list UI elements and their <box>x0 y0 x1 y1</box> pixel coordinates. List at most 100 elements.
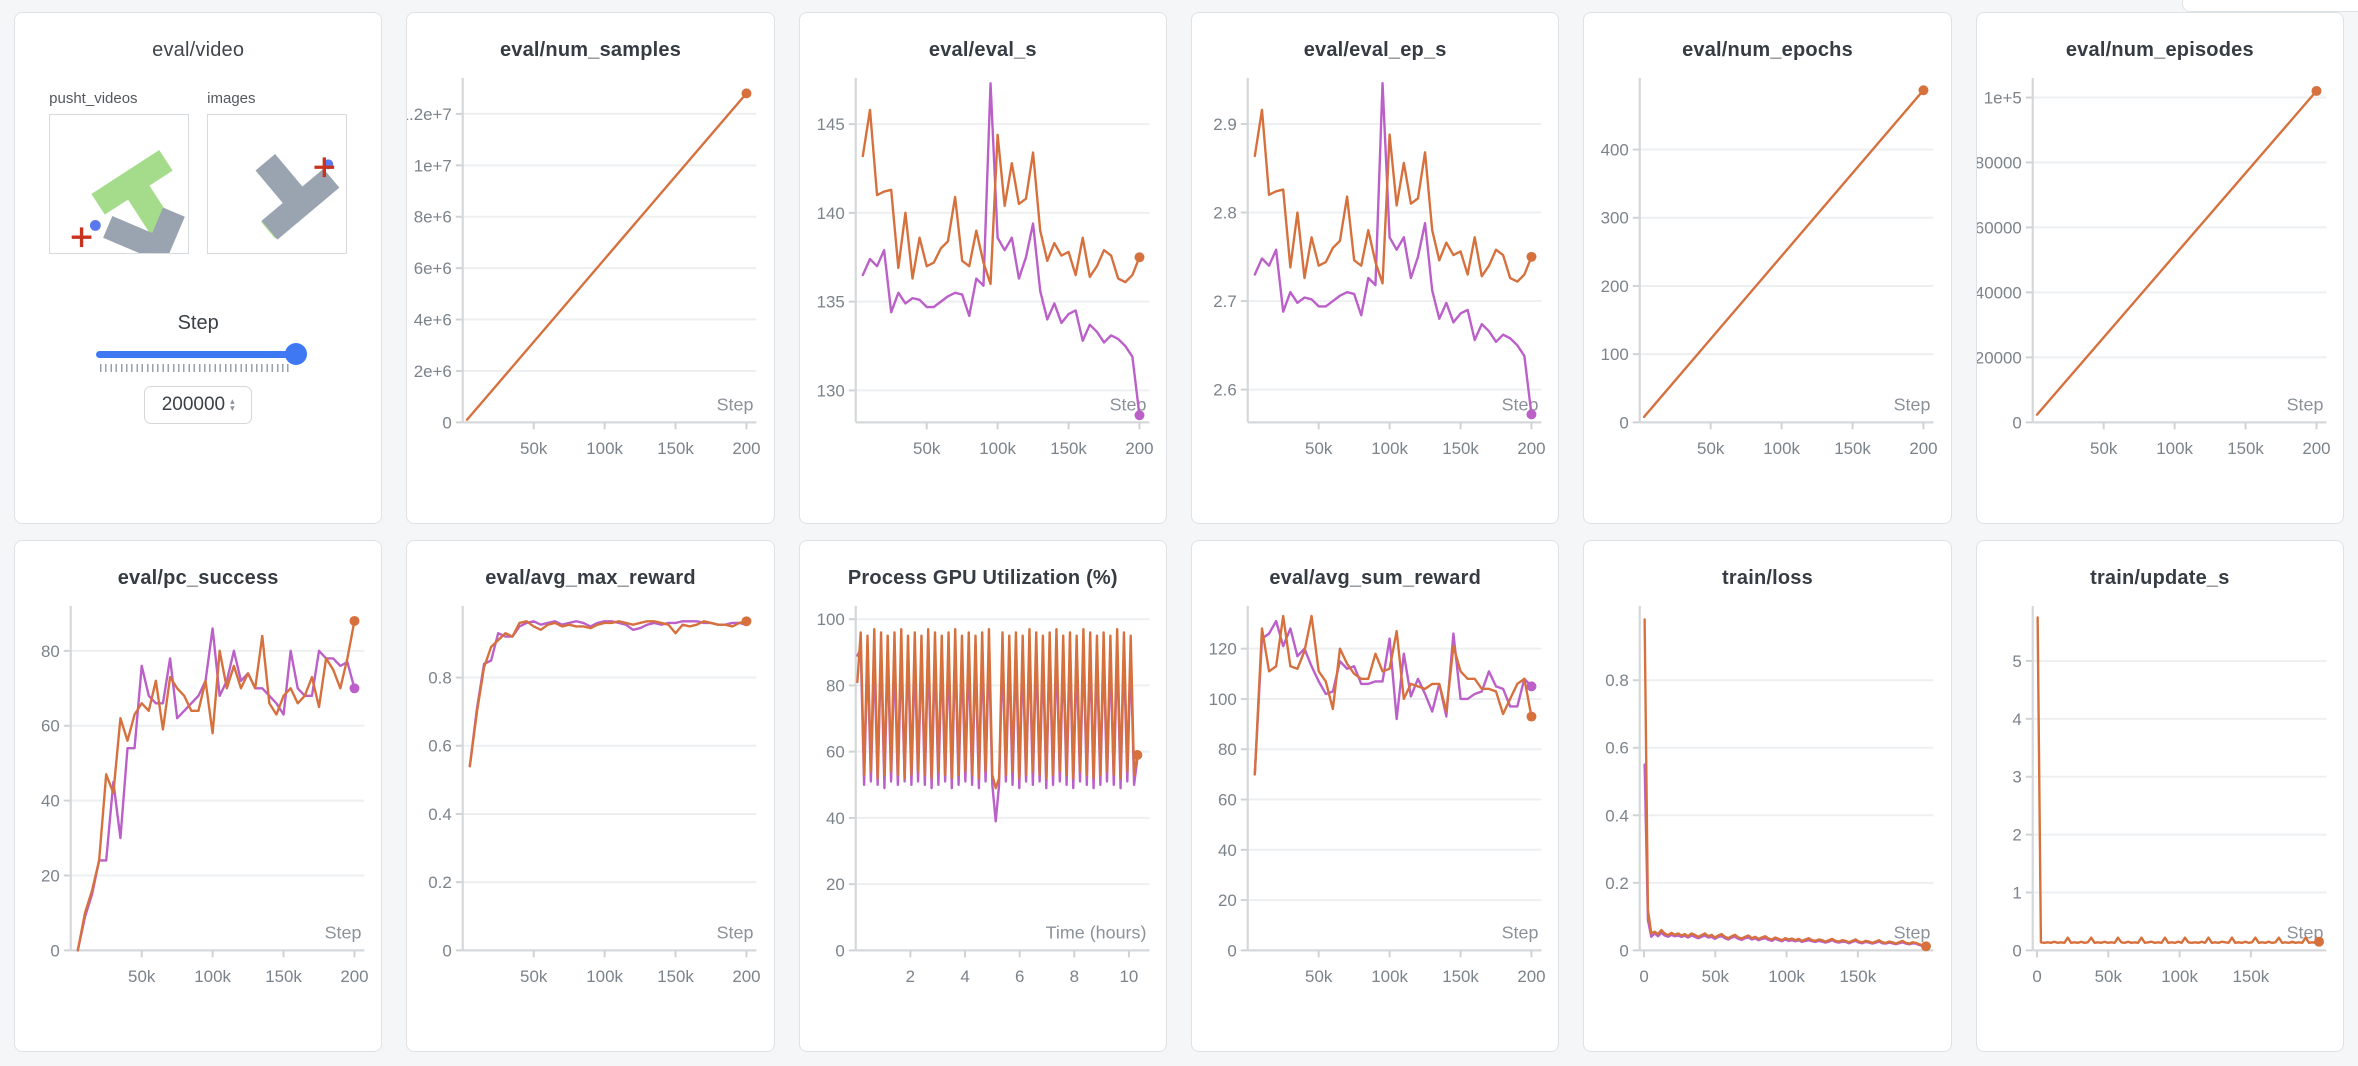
y-tick-label: 3 <box>2012 768 2021 787</box>
y-tick-label: 20000 <box>1977 348 2022 367</box>
series-line-run-purple <box>1253 619 1533 776</box>
chart-title: eval/avg_sum_reward <box>1269 567 1482 589</box>
y-tick-label: 0 <box>835 941 844 960</box>
chart-panel-eval-eval-s[interactable]: eval/eval_s 130 135 140 145 50k 100k 150k 200 Ste… <box>798 12 1167 524</box>
chart-panel-eval-avg-sum-reward[interactable]: eval/avg_sum_reward 0 20 40 60 80 100 120 50k 100… <box>1191 540 1560 1052</box>
x-tick-label: 100k <box>587 967 624 986</box>
x-tick-label: 200 <box>340 967 368 986</box>
chart-panel-process-gpu-utilization-[interactable]: Process GPU Utilization (%) 0 20 40 60 80 100 2… <box>798 540 1167 1052</box>
y-tick-label: 100 <box>1601 345 1629 364</box>
spinner-down-icon[interactable]: ▾ <box>230 403 235 413</box>
spinner-up-icon[interactable]: ▴ <box>230 396 235 406</box>
chart-panel-train-loss[interactable]: train/loss 0 0.2 0.4 0.6 0.8 0 50k 100k 150k Step <box>1583 540 1952 1052</box>
chart-canvas: 0 0.2 0.4 0.6 0.8 0 50k 100k 150k Step <box>1606 605 1934 986</box>
x-tick-label: 100k <box>1371 967 1408 986</box>
y-tick-label: 0.4 <box>429 805 453 824</box>
x-axis-label: Step <box>717 922 754 942</box>
series-line-run-orange <box>1643 618 1928 948</box>
y-tick-label: 0 <box>1620 413 1629 432</box>
images-label: images <box>207 90 256 107</box>
chart-canvas: 0 2e+6 4e+6 6e+6 8e+6 1e+7 1.2e+7 50k 100k 150k 20… <box>407 77 761 458</box>
y-tick-label: 300 <box>1601 209 1629 228</box>
chart-panel-eval-num-episodes[interactable]: eval/num_episodes 0 20000 40000 60000 80000 1e… <box>1975 12 2344 524</box>
x-tick-label: 50k <box>520 439 548 458</box>
y-tick-label: 20 <box>826 875 845 894</box>
chart-panel-eval-num-samples[interactable]: eval/num_samples 0 2e+6 4e+6 6e+6 8e+6 1e+7 1.2… <box>406 12 775 524</box>
images-frame[interactable] <box>207 114 348 254</box>
y-tick-label: 0 <box>50 941 59 960</box>
x-axis-label: Step <box>2286 922 2323 942</box>
series-line-run-orange <box>2035 89 2318 416</box>
y-tick-label: 6e+6 <box>414 259 452 278</box>
series-line-run-orange <box>1253 614 1533 776</box>
x-tick-label: 50k <box>1702 967 1730 986</box>
y-tick-label: 0.6 <box>1606 739 1630 758</box>
y-tick-label: 80 <box>1218 740 1237 759</box>
x-axis-label: Step <box>717 394 754 414</box>
chart-title: eval/pc_success <box>117 567 279 589</box>
y-tick-label: 40 <box>826 809 845 828</box>
x-tick-label: 100k <box>1764 439 1801 458</box>
step-value: 200000 <box>161 394 226 415</box>
chart-panel-eval-num-epochs[interactable]: eval/num_epochs 0 100 200 300 400 50k 100k 150k 2… <box>1583 12 1952 524</box>
y-tick-label: 2 <box>2012 826 2021 845</box>
step-value-input[interactable]: 200000 ▴ ▾ <box>144 386 253 424</box>
media-thumbnails-row: pusht_videos <box>15 90 381 254</box>
y-tick-label: 1e+7 <box>414 156 452 175</box>
chart-title: eval/num_epochs <box>1682 39 1853 61</box>
series-line-run-orange <box>468 620 748 768</box>
step-slider-track[interactable] <box>96 343 308 365</box>
y-tick-label: 80 <box>826 676 845 695</box>
y-tick-label: 8e+6 <box>414 208 452 227</box>
gray-t-shape <box>103 207 185 253</box>
chart-panel-eval-pc-success[interactable]: eval/pc_success 0 20 40 60 80 50k 100k 150k 200 St… <box>14 540 383 1052</box>
series-line-run-orange <box>855 627 1139 790</box>
x-tick-label: 6 <box>1015 967 1024 986</box>
series-end-dot-run-orange <box>1132 750 1143 760</box>
series-line-run-orange <box>466 92 748 421</box>
series-end-dot-run-purple <box>1526 409 1537 420</box>
step-slider-thumb[interactable] <box>285 343 308 365</box>
x-tick-label: 50k <box>913 439 941 458</box>
images-thumb[interactable]: images <box>207 90 348 254</box>
chart-panel-train-update-s[interactable]: train/update_s 0 1 2 3 4 5 0 50k 100k 150k Step <box>1975 540 2344 1052</box>
x-tick-label: 100k <box>979 439 1016 458</box>
pusht-video-frame[interactable] <box>49 114 190 254</box>
chart-panel-eval-eval-ep-s[interactable]: eval/eval_ep_s 2.6 2.7 2.8 2.9 50k 100k 150k 200… <box>1191 12 1560 524</box>
chart-panel-eval-avg-max-reward[interactable]: eval/avg_max_reward 0 0.2 0.4 0.6 0.8 50k 100k 1… <box>406 540 775 1052</box>
series-end-dot-run-orange <box>1134 252 1145 263</box>
y-tick-label: 0.4 <box>1606 806 1630 825</box>
chart-title: train/loss <box>1722 567 1813 589</box>
series-line-run-orange <box>861 108 1141 286</box>
chart-title: eval/num_samples <box>499 39 682 61</box>
y-tick-label: 20 <box>41 866 60 885</box>
y-tick-label: 200 <box>1601 277 1629 296</box>
series-end-dot-run-orange <box>1526 251 1537 262</box>
y-tick-label: 40000 <box>1977 283 2022 302</box>
series-end-dot-run-purple <box>1526 681 1537 692</box>
series-line-run-purple <box>76 627 356 952</box>
agent-dot <box>90 219 101 231</box>
x-tick-label: 200 <box>733 439 761 458</box>
y-tick-label: 60 <box>826 743 845 762</box>
chart-title: Process GPU Utilization (%) <box>847 567 1118 589</box>
y-tick-label: 1 <box>2012 883 2021 902</box>
y-tick-label: 135 <box>816 293 844 312</box>
step-slider[interactable] <box>96 343 308 372</box>
media-panel-eval-video[interactable]: eval/video pusht_videos <box>14 12 383 524</box>
chart-canvas: 0 100 200 300 400 50k 100k 150k 200 Step <box>1601 77 1938 458</box>
x-tick-label: 200 <box>1517 967 1545 986</box>
x-tick-label: 0 <box>2032 967 2041 986</box>
x-tick-label: 150k <box>1840 967 1877 986</box>
x-tick-label: 150k <box>1442 439 1479 458</box>
x-axis-label: Step <box>1502 922 1539 942</box>
series-end-dot-run-orange <box>1921 941 1932 952</box>
x-tick-label: 50k <box>2094 967 2122 986</box>
pusht-videos-thumb[interactable]: pusht_videos <box>49 90 190 254</box>
step-spinner[interactable]: ▴ ▾ <box>230 396 235 413</box>
y-tick-label: 60 <box>41 717 60 736</box>
chart-title: eval/eval_s <box>928 39 1037 61</box>
y-tick-label: 40 <box>41 792 60 811</box>
